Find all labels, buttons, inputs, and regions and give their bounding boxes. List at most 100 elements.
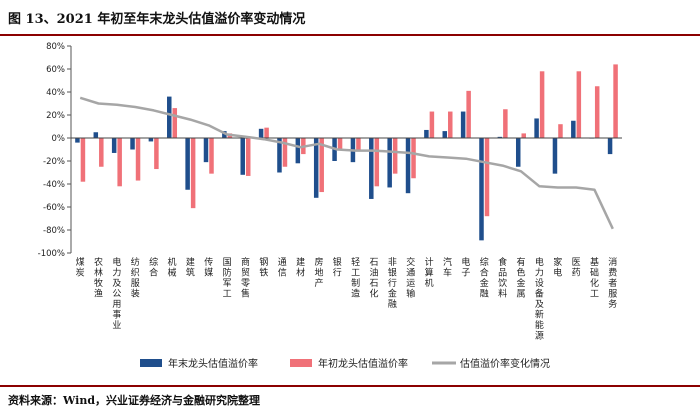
bar xyxy=(448,111,453,138)
bar xyxy=(558,124,563,138)
bar xyxy=(484,138,490,217)
bar xyxy=(479,138,484,241)
category-label: 煤炭 xyxy=(76,256,85,279)
bar xyxy=(80,138,86,182)
source-bar: 资料来源：Wind，兴业证券经济与金融研究院整理 xyxy=(0,385,700,413)
bar xyxy=(190,138,196,209)
bar xyxy=(258,128,264,138)
bar xyxy=(515,138,521,167)
bar xyxy=(240,138,245,175)
category-label: 消费者服务 xyxy=(608,256,617,310)
bar xyxy=(282,138,288,167)
bar xyxy=(245,138,251,176)
title-bar: 图 13、2021 年初至年末龙头估值溢价率变动情况 xyxy=(0,0,700,36)
bar xyxy=(607,138,613,155)
y-tick-label: 80% xyxy=(46,42,65,52)
bar xyxy=(222,131,227,138)
bar xyxy=(521,133,526,138)
category-label: 综合金融 xyxy=(480,256,489,300)
chart-title: 图 13、2021 年初至年末龙头估值溢价率变动情况 xyxy=(8,12,306,27)
category-label: 综合 xyxy=(149,256,158,279)
bar xyxy=(277,138,282,173)
bar xyxy=(111,138,117,153)
bar xyxy=(167,96,172,138)
bar xyxy=(313,138,319,198)
bar xyxy=(154,138,159,170)
bar xyxy=(405,138,411,194)
bar xyxy=(539,71,545,138)
bar xyxy=(442,131,448,138)
category-label: 汽车 xyxy=(443,256,452,279)
bar xyxy=(369,138,374,199)
category-label: 建材 xyxy=(296,256,305,279)
category-label: 基础化工 xyxy=(590,256,599,300)
bar xyxy=(209,138,214,174)
bar xyxy=(75,138,80,143)
bar xyxy=(135,138,141,181)
bar xyxy=(295,138,301,164)
bar xyxy=(594,86,600,138)
bar xyxy=(460,111,466,138)
bar xyxy=(130,138,135,150)
category-label: 国防军工 xyxy=(223,257,232,300)
bar xyxy=(552,138,558,174)
bar xyxy=(466,90,471,138)
category-label: 食品饮料 xyxy=(498,256,507,300)
category-label: 钢铁 xyxy=(259,256,268,279)
y-tick-label: 20% xyxy=(46,111,65,121)
y-tick-label: 40% xyxy=(46,88,65,98)
category-label: 机械 xyxy=(168,256,177,279)
bar xyxy=(534,118,539,138)
category-label: 轻工制造 xyxy=(351,256,360,300)
category-label: 农林牧渔 xyxy=(94,256,103,300)
bar xyxy=(576,71,582,138)
category-label: 家电 xyxy=(553,256,562,279)
bar xyxy=(571,120,576,138)
bar xyxy=(99,138,104,167)
bar xyxy=(337,138,343,150)
bar xyxy=(356,138,361,150)
change-line xyxy=(79,96,614,230)
bar xyxy=(374,138,380,187)
category-label: 计算机 xyxy=(425,256,434,289)
bar xyxy=(185,138,190,190)
bar xyxy=(319,138,324,193)
category-label: 建筑 xyxy=(186,256,195,279)
category-label: 石油石化 xyxy=(370,258,379,300)
bar xyxy=(613,64,618,138)
category-label: 医药 xyxy=(572,257,581,279)
category-label: 通信 xyxy=(278,257,287,279)
category-label: 房地产 xyxy=(314,256,323,289)
bar xyxy=(203,138,209,163)
bar xyxy=(172,108,178,138)
y-tick-label: 60% xyxy=(46,65,65,75)
category-label: 商贸零售 xyxy=(241,256,250,300)
y-tick-label: -100% xyxy=(38,249,65,259)
legend-label: 年末龙头估值溢价率 xyxy=(168,357,258,370)
bar xyxy=(117,138,122,187)
bar xyxy=(497,136,503,138)
legend-label: 估值溢价率变化情况 xyxy=(460,357,550,370)
bar xyxy=(429,111,435,138)
bar-line-chart: -100% -80% -60% -40% -20% 0% 20% 40% 60% 80% 煤炭农林牧… xyxy=(38,42,622,370)
bar xyxy=(93,132,99,138)
y-tick-label: -20% xyxy=(43,157,65,167)
y-tick-label: -80% xyxy=(43,226,65,236)
legend-swatch xyxy=(290,359,312,367)
category-label: 非银行金融 xyxy=(388,256,397,310)
bar xyxy=(503,109,508,138)
legend-label: 年初龙头估值溢价率 xyxy=(318,357,408,370)
bar xyxy=(387,138,392,188)
bar xyxy=(392,138,398,174)
category-label: 电力及公用事业 xyxy=(112,256,121,331)
source-note: 资料来源：Wind，兴业证券经济与金融研究院整理 xyxy=(8,394,261,407)
category-label: 传媒 xyxy=(204,256,213,279)
bar xyxy=(424,129,429,138)
bar xyxy=(264,127,269,138)
legend-swatch xyxy=(140,359,162,367)
y-tick-label: -40% xyxy=(43,180,65,190)
category-label: 交通运输 xyxy=(406,256,415,300)
category-label: 银行 xyxy=(333,256,342,279)
category-label: 电子 xyxy=(461,256,470,279)
y-tick-label: -60% xyxy=(43,203,65,213)
